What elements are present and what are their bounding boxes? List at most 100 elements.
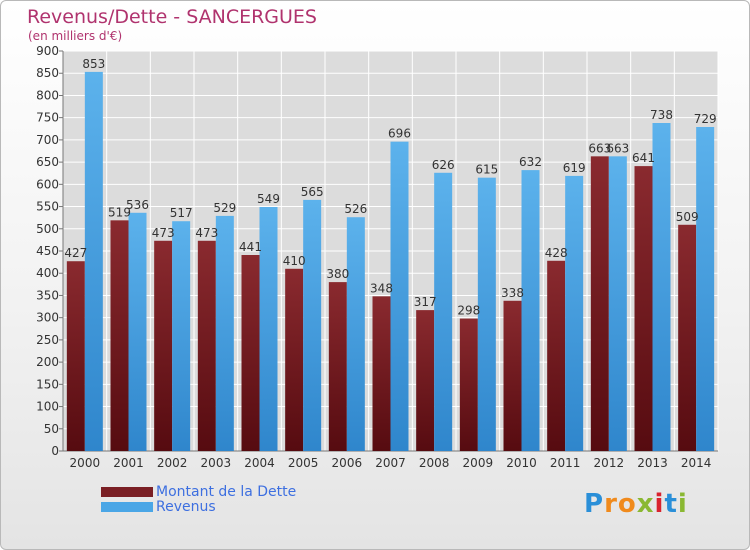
y-tick-label: 900 [36,44,59,58]
data-label-dette: 338 [501,286,524,300]
data-label-revenus: 536 [126,198,149,212]
data-label-dette: 428 [545,246,568,260]
bar-dette [197,240,216,451]
logo-letter: i [677,489,688,519]
y-tick-label: 50 [44,422,59,436]
data-label-revenus: 549 [257,192,280,206]
data-label-dette: 441 [239,240,262,254]
data-label-revenus: 632 [519,155,542,169]
bar-revenus [477,177,496,451]
bar-revenus [565,175,584,451]
bar-revenus [652,123,671,451]
data-label-revenus: 696 [388,127,411,141]
data-label-dette: 663 [588,141,611,155]
bar-dette [459,318,478,451]
y-tick-label: 300 [36,311,59,325]
data-label-revenus: 738 [650,108,673,122]
data-label-dette: 348 [370,281,393,295]
y-tick-label: 850 [36,66,59,80]
x-tick-label: 2006 [332,456,363,470]
bar-dette [66,261,85,451]
bar-revenus [521,170,540,451]
y-tick-label: 200 [36,355,59,369]
y-tick-label: 450 [36,244,59,258]
chart-title: Revenus/Dette - SANCERGUES [27,6,317,28]
bar-revenus [346,217,365,451]
bar-dette [110,220,129,451]
y-tick-label: 350 [36,288,59,302]
logo-letter: o [617,489,637,519]
bar-dette [154,240,173,451]
bar-revenus [608,156,627,452]
data-label-revenus: 565 [301,185,324,199]
chart-subtitle: (en milliers d'€) [28,29,123,43]
x-tick-label: 2003 [201,456,232,470]
bar-dette [503,300,522,451]
logo-letter: i [654,489,665,519]
data-label-dette: 410 [283,254,306,268]
bar-dette [678,224,697,451]
data-label-revenus: 615 [475,163,498,177]
bar-revenus [259,207,278,451]
data-label-dette: 427 [64,246,87,260]
data-label-revenus: 529 [213,201,236,215]
proxiti-logo: Proxiti [584,489,688,519]
bar-revenus [303,199,322,451]
x-tick-label: 2012 [594,456,625,470]
x-tick-label: 2010 [506,456,537,470]
bar-revenus [390,141,409,451]
logo-letter: r [604,489,618,519]
data-label-dette: 298 [457,304,480,318]
y-tick-label: 650 [36,155,59,169]
y-tick-label: 100 [36,400,59,414]
data-label-revenus: 663 [606,141,629,155]
data-label-dette: 473 [195,226,218,240]
bar-revenus [84,71,103,451]
data-label-dette: 317 [414,295,437,309]
bar-dette [241,255,260,451]
data-label-dette: 509 [676,210,699,224]
y-tick-label: 550 [36,200,59,214]
data-label-dette: 519 [108,205,131,219]
x-tick-label: 2002 [157,456,188,470]
y-tick-label: 400 [36,266,59,280]
logo-letter: x [636,489,655,519]
bar-revenus [172,221,191,451]
x-tick-label: 2007 [375,456,406,470]
y-tick-label: 750 [36,111,59,125]
logo-letter: t [664,489,678,519]
x-tick-label: 2011 [550,456,581,470]
x-tick-label: 2009 [463,456,494,470]
bar-revenus [696,127,715,451]
bar-dette [328,282,347,451]
legend-label-revenus: Revenus [156,499,216,515]
x-tick-label: 2005 [288,456,319,470]
legend-label-dette: Montant de la Dette [156,484,297,500]
data-label-dette: 380 [326,267,349,281]
data-label-revenus: 853 [82,57,105,71]
y-tick-label: 800 [36,88,59,102]
data-label-revenus: 729 [694,112,717,126]
bar-dette [634,166,653,451]
bar-dette [285,268,304,451]
x-tick-label: 2004 [244,456,275,470]
x-tick-label: 2013 [637,456,668,470]
data-label-revenus: 626 [432,158,455,172]
y-tick-label: 500 [36,222,59,236]
bar-dette [416,310,435,451]
data-label-dette: 641 [632,151,655,165]
data-label-revenus: 517 [170,206,193,220]
x-tick-label: 2008 [419,456,450,470]
y-tick-label: 150 [36,377,59,391]
logo-letter: P [584,489,605,519]
legend-swatch-revenus [101,502,153,512]
bar-revenus [128,212,147,451]
y-tick-label: 0 [51,444,59,458]
bar-dette [372,296,391,451]
legend-swatch-dette [101,487,153,497]
y-tick-label: 600 [36,177,59,191]
data-label-revenus: 619 [563,161,586,175]
x-tick-label: 2014 [681,456,712,470]
